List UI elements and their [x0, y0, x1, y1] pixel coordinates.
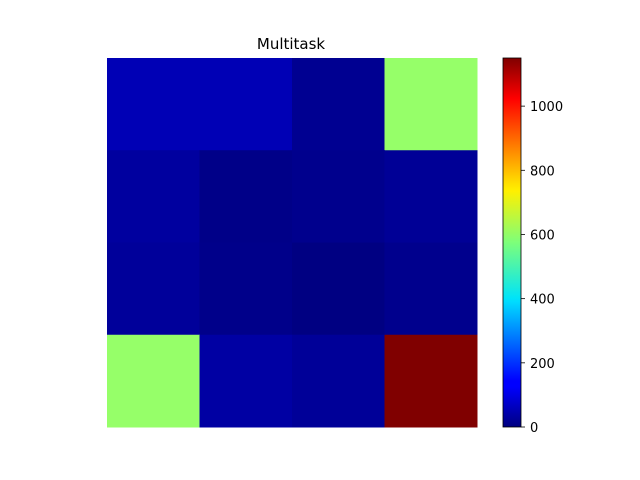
heatmap-cells — [107, 58, 478, 428]
heatmap-cell-r0-c3 — [384, 58, 478, 151]
heatmap-cell-r1-c2 — [292, 150, 385, 243]
heatmap-cell-r0-c2 — [292, 58, 385, 151]
colorbar-tick-label: 1000 — [530, 100, 563, 115]
heatmap-cell-r1-c3 — [384, 150, 478, 243]
heatmap-cell-r2-c0 — [107, 242, 200, 336]
chart-title: Multitask — [257, 35, 326, 53]
heatmap-cell-r3-c1 — [199, 334, 293, 428]
colorbar-gradient — [503, 58, 521, 427]
heatmap-cell-r3-c2 — [292, 334, 385, 428]
heatmap-cell-r1-c0 — [107, 150, 200, 243]
colorbar-ticks: 0 200 400 600 800 1000 — [521, 100, 563, 436]
heatmap-cell-r0-c1 — [199, 58, 293, 151]
colorbar-tick-label: 200 — [530, 357, 555, 372]
heatmap-cell-r1-c1 — [199, 150, 293, 243]
heatmap-cell-r3-c3 — [384, 334, 478, 428]
heatmap-cell-r2-c3 — [384, 242, 478, 336]
heatmap-cell-r3-c0 — [107, 334, 200, 428]
colorbar: 0 200 400 600 800 1000 — [502, 57, 563, 436]
colorbar-border — [502, 57, 522, 428]
colorbar-tick-label: 800 — [530, 164, 555, 179]
colorbar-tick-label: 600 — [530, 228, 555, 243]
heatmap-cell-r2-c1 — [199, 242, 293, 336]
heatmap-cell-r2-c2 — [292, 242, 385, 336]
heatmap-cell-r0-c0 — [107, 58, 200, 151]
colorbar-tick-label: 0 — [530, 421, 538, 436]
colorbar-tick-label: 400 — [530, 293, 555, 308]
